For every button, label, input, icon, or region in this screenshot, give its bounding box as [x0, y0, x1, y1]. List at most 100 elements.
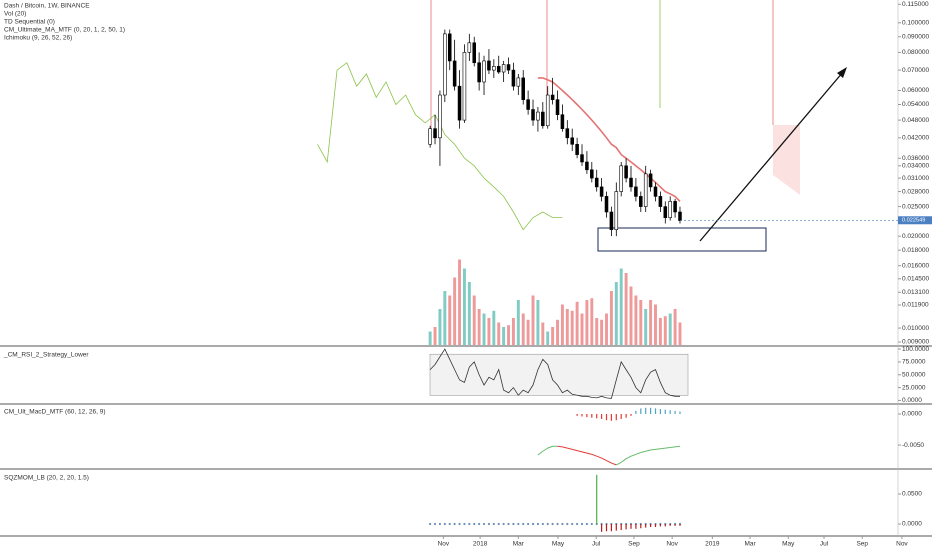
histogram-bar [645, 407, 647, 414]
volume-bar [502, 327, 506, 345]
x-tick-label: 2018 [473, 541, 488, 548]
y-tick-label: 0.013100 [902, 289, 929, 296]
candle-body [673, 201, 677, 213]
macd-segment [655, 448, 661, 450]
histogram-bar [581, 414, 583, 417]
macd-segment [625, 455, 632, 460]
macd-segment [640, 450, 646, 453]
squeeze-dot [566, 522, 569, 526]
x-tick-label: Nov [896, 541, 908, 548]
macd-segment [596, 455, 602, 459]
rsi-band [429, 353, 689, 396]
volume-bar [487, 318, 491, 345]
volume-bar [428, 331, 432, 345]
histogram-bar [615, 414, 617, 421]
x-tick-label: Mar [513, 541, 525, 548]
y-tick-label: 0.100000 [902, 20, 929, 27]
macd-segment [537, 450, 544, 456]
y-tick-label: 0.0000 [902, 411, 922, 418]
volume-bar [654, 304, 657, 345]
x-tick-label: 2019 [705, 541, 720, 548]
candle-body [648, 173, 653, 188]
candle-body [624, 165, 628, 179]
y-tick-label: 0.060000 [902, 87, 929, 94]
macd-segment [670, 446, 676, 449]
candle-body [629, 177, 633, 188]
candle-body [477, 62, 481, 83]
candle-body [501, 64, 506, 73]
histogram-bar [669, 524, 671, 526]
squeeze-dot [522, 522, 525, 526]
histogram-bar [610, 524, 613, 532]
macd-segment [635, 452, 641, 455]
histogram-bar [664, 524, 666, 527]
squeeze-dot [429, 522, 432, 526]
macd-segment [547, 445, 553, 449]
x-tick-label: Jul [592, 541, 601, 548]
y-tick-label: 0.034000 [902, 163, 929, 170]
histogram-bar [630, 524, 632, 529]
histogram-bar [654, 524, 657, 528]
y-tick-label: 0.042000 [902, 135, 929, 142]
volume-bar [585, 300, 589, 345]
y-tick-label: 0.018000 [902, 247, 929, 254]
squeeze-dot [443, 522, 446, 526]
legend-entry: TD Sequential (0) [4, 19, 55, 26]
candle-body [678, 211, 682, 221]
candle-body [653, 186, 658, 197]
x-tick-label: Mar [744, 541, 756, 548]
squeeze-dot [527, 522, 530, 526]
candle-body [457, 85, 462, 121]
volume-bar [658, 318, 662, 345]
y-tick-label: -0.0050 [902, 442, 924, 449]
volume-bar [624, 273, 628, 345]
y-tick-label: 0.011900 [902, 302, 929, 309]
histogram-bar [596, 474, 598, 525]
y-tick-label: 0.070000 [902, 67, 929, 74]
volume-bar [629, 286, 633, 345]
candle-body [467, 42, 472, 53]
y-tick-label: 50.0000 [902, 371, 926, 378]
macd-segment [660, 447, 666, 450]
candle-body [447, 33, 452, 62]
squeeze-dot [487, 522, 491, 526]
histogram-bar [625, 524, 627, 530]
squeeze-dot [571, 522, 574, 526]
histogram-bar [610, 414, 613, 421]
candle-body [496, 66, 501, 73]
histogram-bar [615, 524, 617, 531]
candle-body [521, 77, 525, 100]
macd-segment [630, 453, 637, 457]
candle-body [536, 111, 540, 121]
pane-title: SQZMOM_LB (20, 2, 20, 1.5) [4, 475, 89, 482]
squeeze-dot [497, 522, 500, 526]
histogram-bar [640, 524, 642, 529]
x-tick-label: May [552, 541, 565, 548]
volume-bar [570, 310, 574, 345]
volume-bar [668, 313, 672, 345]
histogram-bar [669, 410, 671, 414]
pane-title: _CM_RSI_2_Strategy_Lower [3, 352, 89, 359]
candle-body [639, 196, 643, 207]
histogram-bar [664, 409, 666, 414]
squeeze-dot [448, 522, 451, 526]
candle-body [585, 161, 589, 171]
volume-bar [649, 300, 653, 345]
volume-bar [600, 319, 604, 345]
y-tick-label: 0.036000 [902, 155, 929, 162]
histogram-bar [659, 524, 661, 527]
x-tick-label: Sep [856, 541, 868, 548]
histogram-bar [645, 524, 647, 528]
volume-bar [453, 277, 457, 345]
candle-body [438, 94, 442, 139]
candle-body [531, 109, 535, 121]
candle-body [643, 173, 648, 207]
y-tick-label: 0.048000 [902, 117, 929, 124]
histogram-bar [605, 524, 608, 532]
candle-body [663, 206, 668, 218]
candle-body [634, 186, 638, 197]
y-tick-label: 0.115000 [902, 1, 929, 8]
volume-bar [580, 313, 584, 345]
histogram-bar [586, 414, 588, 418]
volume-bar [590, 298, 594, 345]
